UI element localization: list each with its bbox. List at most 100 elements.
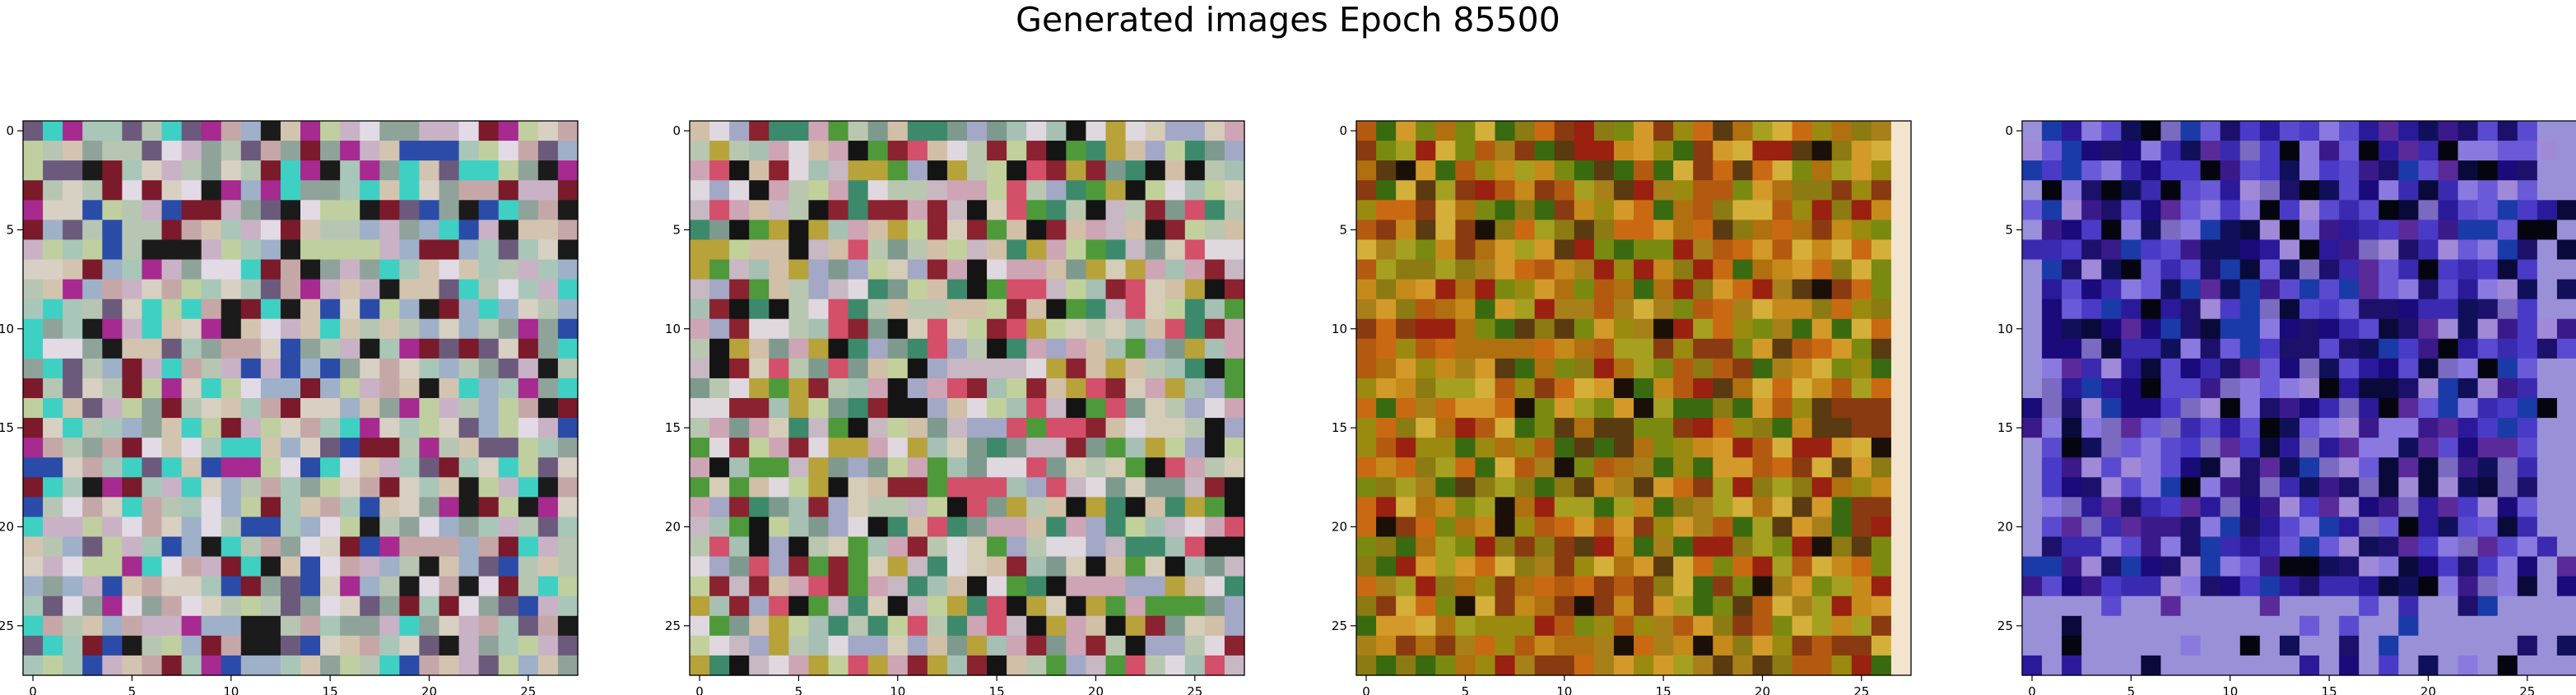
pixel-cell xyxy=(2200,318,2221,340)
pixel-cell xyxy=(1435,615,1456,637)
pixel-cell xyxy=(379,556,400,577)
pixel-cell xyxy=(2101,338,2122,359)
pixel-cell xyxy=(1851,517,1872,538)
pixel-cell xyxy=(23,160,44,181)
pixel-cell xyxy=(1634,615,1654,637)
pixel-cell xyxy=(1007,121,1027,141)
pixel-cell xyxy=(2477,318,2499,340)
pixel-cell xyxy=(161,160,183,181)
pixel-cell xyxy=(82,398,103,419)
pixel-cell xyxy=(1772,536,1793,558)
pixel-cell xyxy=(1574,497,1595,518)
pixel-cell xyxy=(927,378,948,399)
pixel-cell xyxy=(2497,160,2518,181)
pixel-cell xyxy=(2121,556,2142,577)
pixel-cell xyxy=(1416,318,1436,340)
pixel-cell xyxy=(2101,220,2122,241)
pixel-cell xyxy=(946,398,968,419)
pixel-cell xyxy=(1145,141,1166,161)
pixel-cell xyxy=(102,239,123,261)
pixel-cell xyxy=(122,220,143,241)
pixel-cell xyxy=(967,259,988,280)
pixel-cell xyxy=(2517,418,2538,438)
pixel-cell xyxy=(1634,318,1654,340)
pixel-cell xyxy=(1204,299,1225,320)
pixel-cell xyxy=(1435,259,1456,280)
pixel-cell xyxy=(181,556,202,577)
pixel-cell xyxy=(1204,180,1225,201)
pixel-cell xyxy=(1026,220,1047,241)
pixel-cell xyxy=(1026,121,1047,141)
pixel-cell xyxy=(2319,259,2340,280)
pixel-cell xyxy=(2200,595,2221,617)
pixel-cell xyxy=(300,160,321,181)
pixel-cell xyxy=(2101,635,2122,656)
pixel-cell xyxy=(2239,279,2261,300)
pixel-cell xyxy=(221,259,242,280)
pixel-cell xyxy=(1831,477,1853,498)
pixel-cell xyxy=(2536,556,2558,577)
pixel-cell xyxy=(1066,299,1087,320)
pixel-cell xyxy=(2121,279,2142,300)
pixel-cell xyxy=(1554,160,1575,181)
pixel-cell xyxy=(2279,615,2300,637)
pixel-cell xyxy=(2200,497,2221,518)
pixel-cell xyxy=(2042,279,2062,300)
pixel-cell xyxy=(280,279,301,300)
pixel-cell xyxy=(2042,595,2062,617)
pixel-cell xyxy=(1613,398,1634,419)
pixel-cell xyxy=(1851,398,1872,419)
pixel-cell xyxy=(1534,318,1555,340)
pixel-cell xyxy=(240,259,262,280)
pixel-cell xyxy=(340,438,360,458)
pixel-cell xyxy=(907,477,928,498)
pixel-cell xyxy=(2477,160,2499,181)
pixel-cell xyxy=(1713,556,1733,577)
pixel-cell xyxy=(1475,220,1496,241)
pixel-cell xyxy=(1554,299,1575,320)
pixel-cell xyxy=(927,517,948,538)
pixel-cell xyxy=(1634,576,1654,597)
pixel-cell xyxy=(1634,338,1654,359)
pixel-cell xyxy=(2200,239,2221,261)
pixel-cell xyxy=(769,259,789,280)
pixel-cell xyxy=(867,141,889,161)
pixel-cell xyxy=(2517,398,2538,419)
pixel-cell xyxy=(2378,160,2399,181)
pixel-cell xyxy=(2220,141,2241,161)
pixel-cell xyxy=(1455,239,1476,261)
pixel-cell xyxy=(142,279,163,300)
pixel-cell xyxy=(419,358,440,379)
pixel-cell xyxy=(181,239,202,261)
pixel-cell xyxy=(1811,220,1833,241)
pixel-cell xyxy=(1792,338,1813,359)
pixel-cell xyxy=(2160,615,2182,637)
pixel-cell xyxy=(1772,279,1793,300)
pixel-cell xyxy=(2359,200,2379,220)
pixel-cell xyxy=(1634,239,1654,261)
pixel-cell xyxy=(2062,615,2082,637)
pixel-cell xyxy=(2062,259,2082,280)
pixel-cell xyxy=(1026,338,1047,359)
pixel-cell xyxy=(2319,220,2340,241)
pixel-cell xyxy=(2378,477,2399,498)
pixel-cell xyxy=(1693,477,1713,498)
pixel-cell xyxy=(1653,497,1674,518)
pixel-cell xyxy=(1495,239,1516,261)
y-tick-label: 20 xyxy=(1997,519,2013,534)
pixel-cell xyxy=(2418,418,2439,438)
pixel-cell xyxy=(1574,160,1595,181)
x-tick-label: 25 xyxy=(1187,684,1202,695)
pixel-cell xyxy=(946,279,968,300)
pixel-cell xyxy=(2121,200,2142,220)
pixel-cell xyxy=(2438,655,2459,676)
pixel-cell xyxy=(987,378,1007,399)
pixel-cell xyxy=(201,556,222,577)
pixel-cell xyxy=(2438,536,2459,558)
pixel-cell xyxy=(2239,615,2261,637)
pixel-cell xyxy=(1554,438,1575,458)
pixel-cell xyxy=(729,378,750,399)
pixel-cell xyxy=(518,517,539,538)
pixel-cell xyxy=(2299,418,2320,438)
pixel-cell xyxy=(360,497,380,518)
